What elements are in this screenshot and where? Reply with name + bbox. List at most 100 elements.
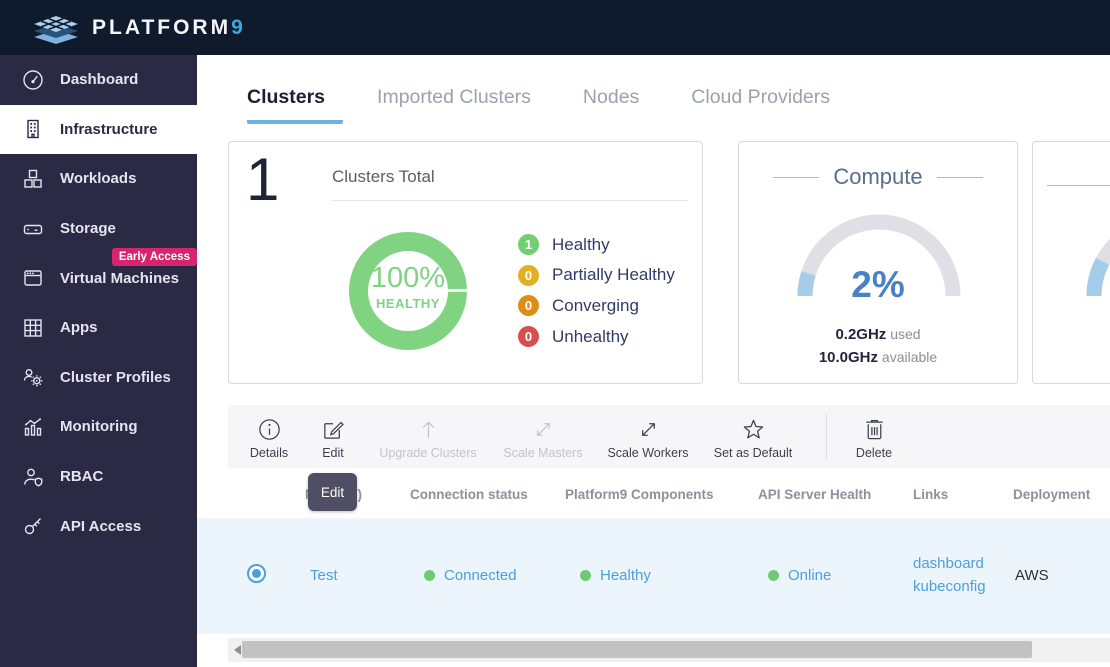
sidebar-item-workloads[interactable]: Workloads (0, 154, 197, 204)
early-access-badge: Early Access (111, 248, 197, 267)
scroll-left-arrow[interactable] (234, 645, 241, 655)
title-rule-left (1047, 185, 1110, 186)
compute-used-value: 0.2GHz (835, 326, 887, 343)
donut-label: 100% HEALTHY (349, 263, 467, 311)
storage-drive-icon (21, 217, 45, 241)
legend-item-healthy: 1 Healthy (518, 234, 675, 255)
compute-gauge-chart (797, 214, 961, 297)
donut-notch (448, 289, 468, 292)
apps-grid-icon (21, 316, 45, 340)
virtual-machines-icon (21, 266, 45, 290)
scale-masters-button[interactable]: Scale Masters (478, 416, 608, 460)
cluster-name-link[interactable]: Test (310, 567, 338, 584)
trash-icon (865, 420, 883, 440)
tab-bar: Clusters Imported Clusters Nodes Cloud P… (247, 86, 830, 124)
cluster-actions-toolbar: Details Edit Upgrade Clusters Scale Mast… (228, 405, 1110, 468)
clusters-count: 1 (246, 146, 280, 213)
legend-item-partially-healthy: 0 Partially Healthy (518, 264, 675, 286)
sidebar-item-api-access[interactable]: API Access (0, 501, 197, 551)
title-rule-left (773, 176, 820, 178)
horizontal-scrollbar[interactable] (228, 638, 1110, 662)
legend-label: Partially Healthy (552, 265, 675, 285)
column-header-api-server-health: API Server Health (758, 487, 872, 502)
kubeconfig-link[interactable]: kubeconfig (913, 578, 986, 595)
healthy-count-badge: 1 (518, 234, 539, 255)
edit-button[interactable]: Edit (268, 416, 398, 460)
partially-healthy-count-badge: 0 (518, 264, 539, 286)
monitoring-chart-icon (21, 415, 45, 439)
tab-nodes[interactable]: Nodes (582, 86, 640, 108)
platform9-logo-icon (30, 10, 82, 46)
sidebar-item-label: Apps (60, 319, 98, 337)
sidebar: Dashboard Infrastructure Workloads Stora… (0, 55, 197, 667)
tab-imported-clusters[interactable]: Imported Clusters (377, 86, 531, 108)
brand-nine: 9 (231, 15, 246, 39)
scrollbar-thumb[interactable] (242, 641, 1032, 658)
connection-status-cell: Connected (424, 567, 517, 584)
title-rule-right (936, 176, 983, 178)
connection-status-text: Connected (444, 567, 517, 584)
column-header-links: Links (913, 487, 949, 502)
converging-count-badge: 0 (518, 295, 539, 317)
brand-text: PLATFORM9 (92, 15, 246, 39)
donut-status: HEALTHY (376, 296, 440, 311)
sidebar-item-storage[interactable]: Storage (0, 204, 197, 254)
sidebar-item-infrastructure[interactable]: Infrastructure (0, 104, 197, 155)
sidebar-item-monitoring[interactable]: Monitoring (0, 402, 197, 452)
sidebar-item-label: Workloads (60, 170, 137, 188)
compute-percent: 2% (851, 264, 905, 305)
compute-title-row: Compute (739, 164, 1017, 190)
components-status-text: Healthy (600, 567, 651, 584)
compute-used-line: 0.2GHz used (739, 323, 1017, 346)
compute-available-label: available (881, 349, 938, 365)
upgrade-clusters-button[interactable]: Upgrade Clusters (363, 416, 493, 460)
scale-workers-button[interactable]: Scale Workers (583, 416, 713, 460)
platform9-logo[interactable]: PLATFORM9 (30, 10, 246, 46)
sidebar-item-label: Monitoring (60, 418, 138, 436)
sidebar-item-label: Cluster Profiles (60, 368, 171, 386)
tab-cloud-providers[interactable]: Cloud Providers (691, 86, 831, 108)
compute-used-label: used (890, 326, 921, 342)
legend-label: Healthy (552, 234, 610, 254)
compute-stats: 0.2GHz used 10.0GHz available (739, 323, 1017, 369)
clusters-total-title: Clusters Total (332, 167, 688, 201)
info-icon (258, 419, 280, 440)
sidebar-item-rbac[interactable]: RBAC (0, 452, 197, 502)
main-content: Clusters Imported Clusters Nodes Cloud P… (197, 55, 1110, 667)
compute-available-value: 10.0GHz (818, 349, 879, 366)
sidebar-item-label: Dashboard (60, 71, 139, 89)
dashboard-gauge-icon (21, 68, 45, 92)
compute-title: Compute (833, 164, 923, 189)
api-key-icon (21, 514, 45, 538)
sidebar-item-label: Virtual Machines (60, 269, 179, 287)
links-cell: dashboard kubeconfig (913, 552, 986, 598)
partial-gauge-chart (1086, 238, 1110, 297)
row-select-radio[interactable] (247, 564, 266, 583)
deployment-cell: AWS (1015, 567, 1049, 584)
sidebar-item-virtual-machines[interactable]: Early Access Virtual Machines (0, 248, 197, 303)
legend-item-unhealthy: 0 Unhealthy (518, 326, 675, 348)
scale-diagonal-icon (641, 423, 655, 436)
compute-card: Compute 2% 0.2GHz used 10.0GHz available (738, 141, 1018, 384)
edit-tooltip: Edit (308, 473, 357, 511)
set-as-default-button[interactable]: Set as Default (688, 416, 818, 460)
edit-icon (323, 421, 344, 439)
compute-available-line: 10.0GHz available (739, 346, 1017, 369)
status-dot-green (768, 570, 779, 581)
dashboard-link[interactable]: dashboard (913, 555, 984, 572)
table-row[interactable]: Test Connected Healthy Online dashboard … (197, 518, 1110, 634)
sidebar-item-dashboard[interactable]: Dashboard (0, 55, 197, 105)
legend-label: Unhealthy (552, 326, 629, 346)
api-server-health-cell: Online (768, 567, 831, 584)
column-header-deployment: Deployment (1013, 487, 1091, 502)
api-server-health-text: Online (788, 567, 832, 584)
rbac-user-shield-icon (21, 465, 45, 489)
details-button[interactable]: Details (204, 416, 334, 460)
sidebar-item-apps[interactable]: Apps (0, 303, 197, 353)
sidebar-item-cluster-profiles[interactable]: Cluster Profiles (0, 353, 197, 403)
delete-button[interactable]: Delete (809, 416, 939, 460)
platform9-components-cell: Healthy (580, 567, 651, 584)
tab-clusters[interactable]: Clusters (247, 86, 344, 124)
top-bar: PLATFORM9 (0, 0, 1110, 55)
